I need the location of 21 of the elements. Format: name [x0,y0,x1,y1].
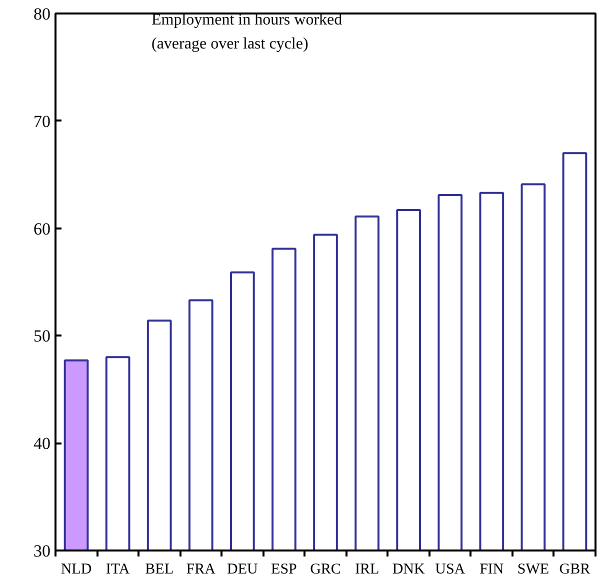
x-tick-label: FIN [480,562,504,578]
y-tick-label: 40 [34,434,50,454]
x-tick-label: ITA [106,562,130,578]
x-tick-label: DNK [392,562,425,578]
x-tick-label: GRC [310,562,341,578]
y-tick-label: 50 [34,326,50,346]
x-tick-label: DEU [227,562,258,578]
annotation: Employment in hours worked [152,12,342,28]
x-tick-label: ESP [271,562,297,578]
x-tick-label: BEL [145,562,174,578]
x-tick-label: SWE [517,562,550,578]
x-tick-label: USA [435,562,466,578]
annotation: (average over last cycle) [152,36,308,52]
y-tick-label: 70 [34,112,50,131]
y-tick-label: 60 [34,219,50,238]
x-tick-label: GBR [559,562,590,578]
x-tick-label: NLD [60,562,92,578]
y-tick-label: 80 [34,4,50,24]
x-tick-label: FRA [186,562,216,578]
x-tick-label: IRL [354,562,380,578]
y-tick-label: 30 [34,542,50,560]
